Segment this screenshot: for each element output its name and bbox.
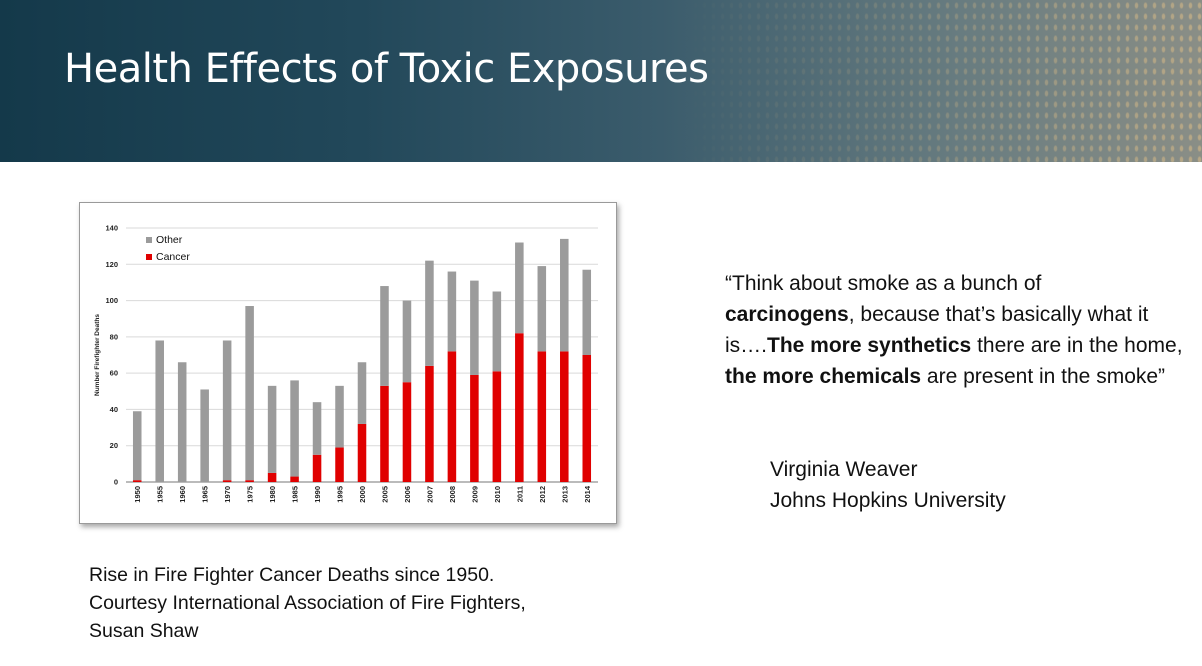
- bar-cancer-2009: [470, 374, 479, 482]
- quote-part-2: , because that’s basically what it is….: [725, 303, 1149, 357]
- bar-other-2012: [537, 266, 547, 352]
- x-tick-label: 2011: [515, 486, 524, 502]
- title-banner: Health Effects of Toxic Exposures: [0, 0, 1202, 162]
- caption-line-3: Susan Shaw: [89, 620, 199, 642]
- y-tick-label: 0: [114, 478, 118, 487]
- bar-other-2006: [402, 300, 412, 383]
- x-tick-label: 1980: [268, 486, 277, 503]
- bar-cancer-2000: [357, 423, 367, 482]
- bar-other-2014: [582, 269, 592, 355]
- bar-other-1970: [222, 340, 232, 481]
- caption-line-1: Rise in Fire Fighter Cancer Deaths since…: [89, 564, 495, 586]
- x-tick-label: 2014: [583, 485, 592, 503]
- bar-other-1980: [267, 385, 277, 473]
- x-tick-label: 1950: [133, 486, 142, 503]
- y-tick-label: 100: [105, 296, 118, 305]
- bar-other-2008: [447, 271, 457, 352]
- x-tick-label: 2007: [425, 486, 434, 503]
- quote-bold-carcinogens: carcinogens: [725, 303, 849, 326]
- bar-other-2000: [357, 362, 367, 424]
- bar-other-1950: [132, 411, 142, 481]
- quote-part-4: are present in the smoke”: [921, 365, 1166, 388]
- y-tick-label: 40: [110, 405, 118, 414]
- quote-bold-synthetics: The more synthetics: [767, 334, 972, 357]
- y-tick-label: 60: [110, 369, 118, 378]
- bar-cancer-2006: [402, 382, 412, 482]
- y-axis-label: Number Firefighter Deaths: [94, 314, 101, 396]
- bar-cancer-1980: [267, 472, 277, 482]
- x-tick-label: 2000: [358, 486, 367, 503]
- bar-cancer-2005: [380, 385, 389, 482]
- y-tick-label: 140: [105, 224, 118, 233]
- x-tick-label: 1955: [156, 486, 165, 503]
- x-tick-label: 2005: [380, 486, 389, 503]
- attribution-name: Virginia Weaver: [770, 458, 918, 481]
- bar-cancer-1975: [245, 480, 254, 482]
- x-tick-label: 1990: [313, 486, 322, 503]
- x-tick-label: 2009: [470, 486, 479, 503]
- y-tick-label: 120: [105, 260, 118, 269]
- slide-title: Health Effects of Toxic Exposures: [64, 46, 709, 92]
- legend-swatch-other: [146, 237, 152, 243]
- x-tick-label: 1985: [291, 486, 300, 503]
- quote-part-3: there are in the home,: [971, 334, 1183, 357]
- bar-cancer-1990: [312, 454, 322, 482]
- x-tick-label: 2010: [493, 486, 502, 503]
- bar-other-1990: [312, 402, 322, 455]
- bar-other-2013: [560, 238, 569, 352]
- caption-line-2: Courtesy International Association of Fi…: [89, 592, 526, 614]
- x-tick-label: 1995: [336, 486, 345, 503]
- bar-cancer-1970: [222, 480, 232, 482]
- banner-dot-pattern: [682, 0, 1202, 162]
- bar-other-1960: [177, 362, 187, 482]
- bar-other-2011: [515, 242, 524, 334]
- bar-cancer-1950: [132, 480, 142, 482]
- x-tick-label: 1975: [246, 486, 255, 503]
- bar-other-1955: [155, 340, 164, 482]
- chart-caption: Rise in Fire Fighter Cancer Deaths since…: [89, 561, 609, 645]
- chart-image-frame: 0 20 40 60 80 100 120 140 Number Firefighter Dea…: [79, 202, 617, 524]
- x-tick-label: 2012: [538, 486, 547, 503]
- bar-cancer-2013: [560, 351, 569, 482]
- y-tick-label: 20: [110, 441, 118, 450]
- legend-label-cancer: Cancer: [156, 251, 190, 263]
- x-tick-label: 2013: [560, 486, 569, 503]
- bar-cancer-2012: [537, 351, 547, 482]
- quote-bold-chemicals: the more chemicals: [725, 365, 922, 388]
- quote-attribution: Virginia Weaver Johns Hopkins University: [770, 454, 1006, 516]
- x-tick-label: 1960: [178, 486, 187, 503]
- y-tick-label: 80: [110, 332, 118, 341]
- bar-other-2010: [492, 291, 502, 372]
- bar-other-1965: [200, 389, 209, 482]
- bar-other-1995: [335, 385, 344, 448]
- bar-other-1975: [245, 306, 254, 481]
- x-tick-label: 2008: [448, 486, 457, 503]
- bar-cancer-2014: [582, 355, 592, 482]
- stacked-bar-chart: 0 20 40 60 80 100 120 140 Number Firefighter Dea…: [94, 224, 598, 503]
- x-tick-label: 1970: [223, 486, 232, 503]
- legend-label-other: Other: [156, 234, 183, 246]
- quote-part-1: “Think about smoke as a bunch of: [725, 272, 1042, 295]
- bar-cancer-2007: [425, 365, 434, 482]
- bar-cancer-1995: [335, 447, 344, 482]
- bar-other-2007: [425, 260, 434, 366]
- bar-cancer-2011: [515, 333, 524, 482]
- bar-other-2009: [470, 280, 479, 375]
- bar-other-2005: [380, 286, 389, 386]
- legend-swatch-cancer: [146, 254, 152, 260]
- x-tick-label: 1965: [201, 486, 210, 503]
- x-tick-label: 2006: [403, 486, 412, 503]
- attribution-affiliation: Johns Hopkins University: [770, 489, 1006, 512]
- bar-other-1985: [290, 380, 299, 477]
- bar-cancer-2010: [492, 371, 502, 482]
- bar-cancer-1985: [290, 476, 299, 482]
- quote-text: “Think about smoke as a bunch of carcinog…: [725, 268, 1185, 392]
- bar-cancer-2008: [447, 351, 457, 482]
